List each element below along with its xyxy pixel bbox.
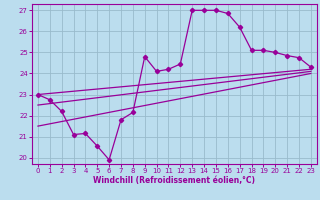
- X-axis label: Windchill (Refroidissement éolien,°C): Windchill (Refroidissement éolien,°C): [93, 176, 255, 185]
